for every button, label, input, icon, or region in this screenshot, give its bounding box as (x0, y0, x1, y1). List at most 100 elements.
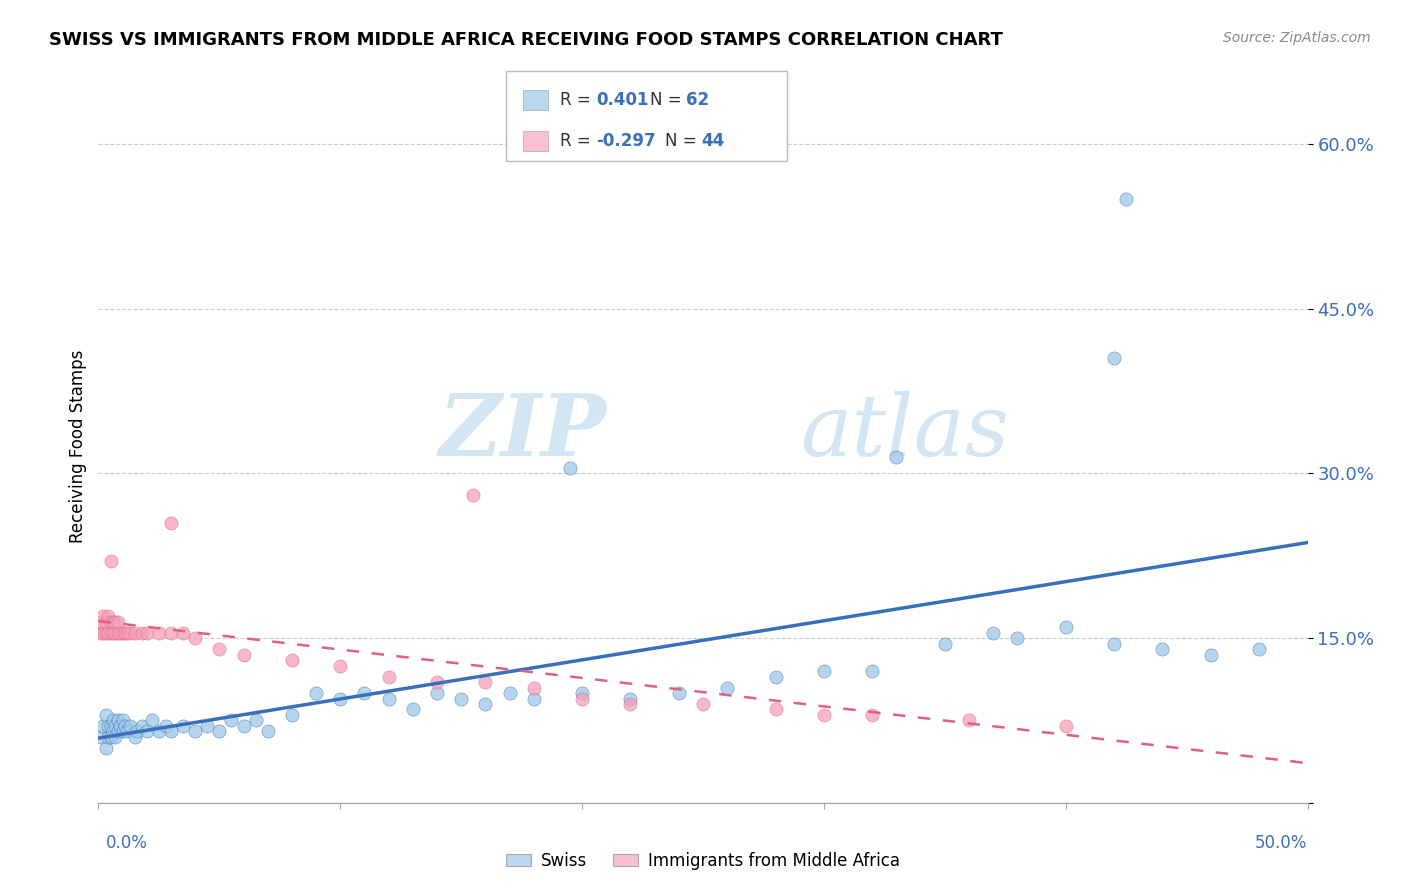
Point (118, 719, 141, 733)
Point (474, 675, 496, 690)
Point (1102, 637, 1125, 651)
Point (148, 625, 170, 640)
Point (256, 724, 278, 739)
Point (124, 730, 146, 744)
Point (571, 691, 593, 706)
Point (221, 714, 243, 728)
Point (101, 714, 124, 728)
Point (104, 719, 127, 733)
Point (860, 664, 883, 678)
Point (353, 686, 375, 700)
Point (141, 714, 163, 728)
Point (127, 724, 149, 739)
Point (523, 691, 546, 706)
Point (232, 648, 254, 662)
Point (94, 615, 117, 629)
Point (195, 719, 218, 733)
Point (107, 714, 129, 728)
Point (886, 450, 908, 464)
Point (1115, 192, 1137, 206)
Point (155, 719, 177, 733)
Point (135, 625, 157, 640)
Point (101, 724, 124, 739)
Point (114, 719, 136, 733)
Point (107, 724, 129, 739)
Point (426, 686, 449, 700)
Point (108, 625, 131, 640)
Point (934, 637, 956, 651)
Point (91, 625, 114, 640)
Text: 62: 62 (686, 91, 709, 109)
Point (172, 625, 194, 640)
Point (148, 724, 170, 739)
Point (94, 625, 117, 640)
Text: 0.0%: 0.0% (105, 834, 148, 852)
Point (160, 724, 183, 739)
Point (1054, 620, 1077, 634)
Point (498, 686, 520, 700)
Point (208, 642, 231, 657)
Point (558, 461, 581, 475)
Point (619, 697, 641, 711)
Point (118, 625, 141, 640)
Point (100, 615, 122, 629)
Point (402, 702, 425, 716)
Point (957, 714, 980, 728)
Point (111, 714, 134, 728)
Point (329, 691, 352, 706)
Text: 50.0%: 50.0% (1256, 834, 1308, 852)
Point (104, 730, 127, 744)
Point (90, 730, 112, 744)
Point (523, 681, 546, 695)
Point (100, 554, 122, 568)
Point (97, 609, 120, 624)
Text: N =: N = (665, 132, 702, 150)
Point (329, 658, 352, 673)
Point (131, 625, 153, 640)
Point (450, 691, 472, 706)
Point (1152, 642, 1174, 657)
Point (114, 625, 136, 640)
Point (281, 653, 304, 667)
Point (1249, 642, 1271, 657)
Point (107, 615, 129, 629)
Point (571, 686, 593, 700)
Point (124, 625, 146, 640)
Point (716, 681, 738, 695)
Point (245, 714, 267, 728)
Point (377, 669, 399, 683)
Text: ZIP: ZIP (439, 390, 606, 474)
Point (619, 691, 641, 706)
Text: Source: ZipAtlas.com: Source: ZipAtlas.com (1223, 31, 1371, 45)
Point (108, 719, 131, 733)
Point (111, 625, 134, 640)
Point (160, 625, 183, 640)
Point (94, 740, 117, 755)
Point (765, 669, 787, 683)
Point (100, 625, 122, 640)
Point (100, 719, 122, 733)
Point (765, 702, 787, 716)
Point (281, 708, 304, 723)
Point (813, 708, 835, 723)
Point (692, 697, 714, 711)
Text: R =: R = (560, 91, 596, 109)
Point (1054, 719, 1077, 733)
Point (184, 724, 207, 739)
Point (305, 686, 328, 700)
Point (117, 625, 139, 640)
Point (111, 724, 134, 739)
Point (172, 719, 194, 733)
Point (813, 664, 835, 678)
Legend: Swiss, Immigrants from Middle Africa: Swiss, Immigrants from Middle Africa (499, 846, 907, 877)
Text: 44: 44 (702, 132, 725, 150)
Point (463, 488, 485, 502)
Point (97, 719, 120, 733)
Point (160, 516, 183, 530)
Text: N =: N = (650, 91, 686, 109)
Point (104, 615, 127, 629)
Text: -0.297: -0.297 (596, 132, 655, 150)
Point (1102, 351, 1125, 366)
Text: SWISS VS IMMIGRANTS FROM MIDDLE AFRICA RECEIVING FOOD STAMPS CORRELATION CHART: SWISS VS IMMIGRANTS FROM MIDDLE AFRICA R… (49, 31, 1002, 49)
Point (90, 625, 112, 640)
